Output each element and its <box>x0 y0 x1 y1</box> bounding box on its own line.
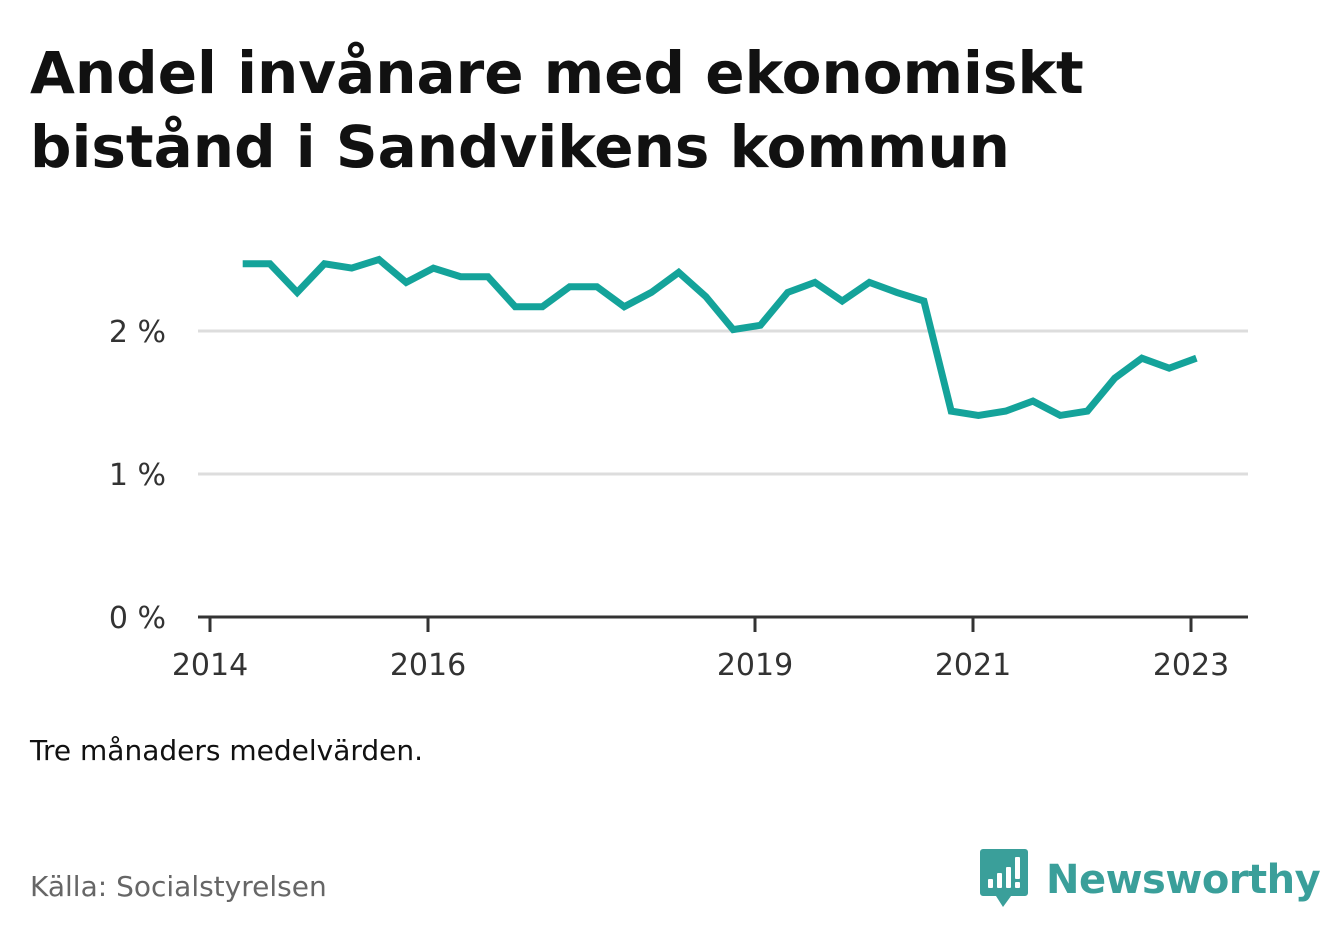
newsworthy-logo-icon <box>980 849 1028 907</box>
gridlines <box>198 329 1248 476</box>
chart-note: Tre månaders medelvärden. <box>30 734 424 767</box>
x-tick-label: 2019 <box>717 648 793 683</box>
source-text: Källa: Socialstyrelsen <box>30 870 327 903</box>
series-layer <box>242 255 1198 420</box>
x-tick-label: 2021 <box>935 648 1011 683</box>
x-tick-label: 2016 <box>390 648 466 683</box>
y-tick-label: 1 % <box>109 458 166 493</box>
y-tick-label: 0 % <box>109 601 166 636</box>
x-tick-label: 2014 <box>172 648 248 683</box>
brand-logo[interactable]: Newsworthy <box>980 848 1321 912</box>
y-axis-labels: 0 % 1 % 2 % <box>109 315 166 636</box>
y-tick-label: 2 % <box>109 315 166 350</box>
x-tick-label: 2023 <box>1153 648 1229 683</box>
series-line <box>242 255 1198 420</box>
brand-name: Newsworthy <box>1046 857 1321 903</box>
x-axis: 2014 2016 2019 2021 2023 <box>172 615 1248 683</box>
chart-title: Andel invånare med ekonomiskt bistånd i … <box>30 39 1084 181</box>
